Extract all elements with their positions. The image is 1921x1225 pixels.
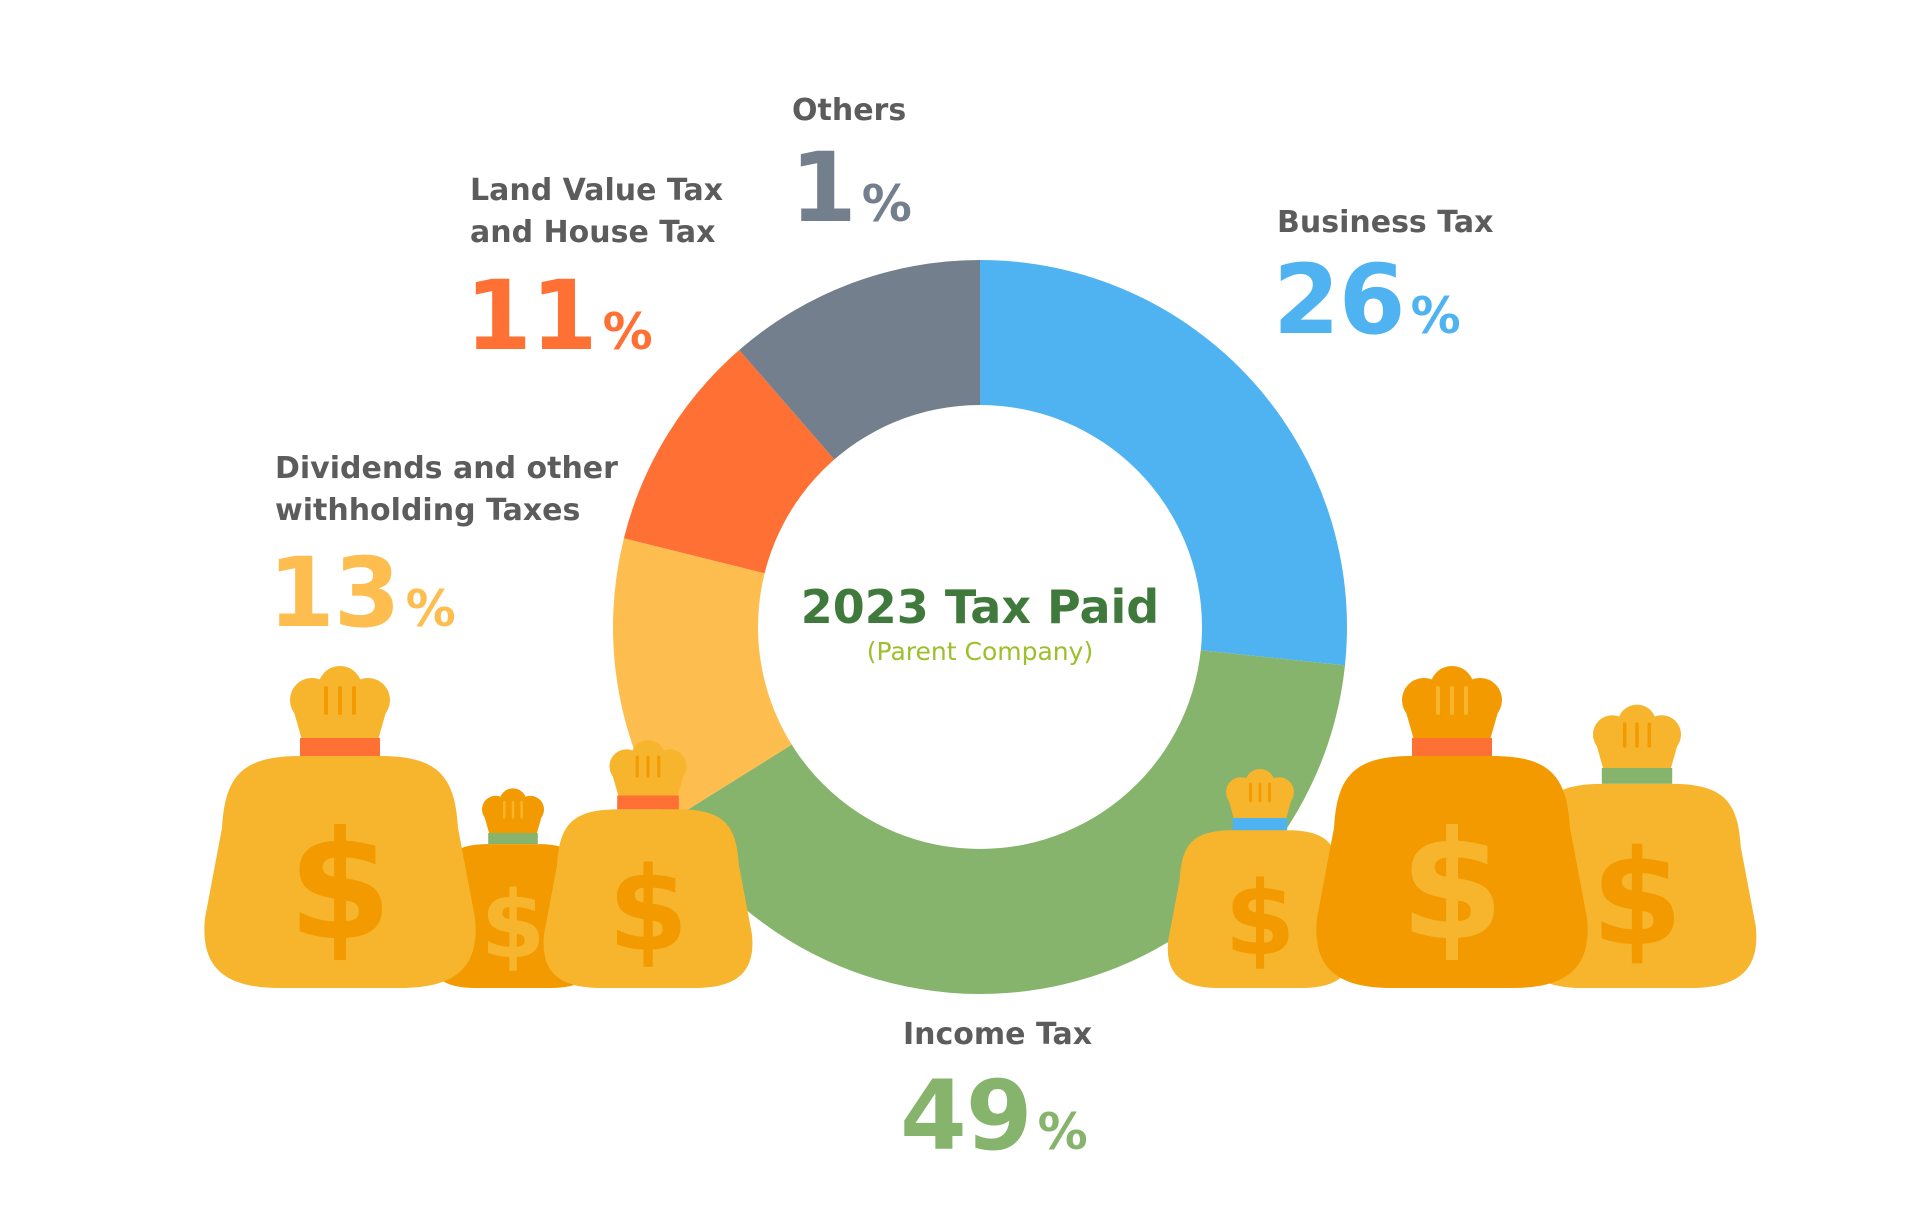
unit-symbol: % — [1037, 1103, 1088, 1161]
value-others: 1% — [790, 140, 912, 236]
label-income-tax: Income Tax — [903, 1014, 1092, 1056]
value-number: 1 — [790, 132, 857, 244]
label-line: Business Tax — [1277, 205, 1494, 240]
label-line: and House Tax — [470, 215, 716, 250]
label-others: Others — [792, 90, 906, 132]
chart-subtitle: (Parent Company) — [866, 637, 1094, 666]
value-number: 26 — [1273, 244, 1406, 356]
money-bag-icon: $ — [1316, 666, 1588, 988]
unit-symbol: % — [602, 303, 653, 361]
label-dividends: Dividends and other withholding Taxes — [275, 448, 618, 532]
value-income-tax: 49% — [900, 1068, 1088, 1164]
chart-title: 2023 Tax Paid — [800, 580, 1160, 634]
dollar-sign: $ — [1400, 800, 1504, 974]
dollar-sign: $ — [481, 871, 546, 979]
dollar-sign: $ — [1591, 822, 1683, 976]
dollar-sign: $ — [1225, 860, 1296, 979]
unit-symbol: % — [405, 580, 456, 638]
label-line: Others — [792, 93, 907, 128]
value-land-value-tax: 11% — [465, 268, 653, 364]
dollar-sign: $ — [288, 800, 392, 974]
label-land-value-tax: Land Value Tax and House Tax — [470, 170, 723, 254]
dollar-sign: $ — [608, 844, 688, 978]
label-line: Income Tax — [903, 1017, 1093, 1052]
value-dividends: 13% — [268, 545, 456, 641]
label-line: Dividends and other — [275, 451, 618, 486]
label-line: withholding Taxes — [275, 493, 581, 528]
value-number: 49 — [900, 1060, 1033, 1172]
unit-symbol: % — [861, 175, 912, 233]
money-bag-icon: $ — [204, 666, 476, 988]
money-bag-icon: $ — [1167, 769, 1353, 988]
value-number: 13 — [268, 537, 401, 649]
label-business-tax: Business Tax — [1277, 202, 1493, 244]
value-number: 11 — [465, 260, 598, 372]
unit-symbol: % — [1410, 287, 1461, 345]
label-line: Land Value Tax — [470, 173, 724, 208]
money-bag-icon: $ — [543, 740, 753, 988]
value-business-tax: 26% — [1273, 252, 1461, 348]
donut-hole — [758, 405, 1202, 849]
